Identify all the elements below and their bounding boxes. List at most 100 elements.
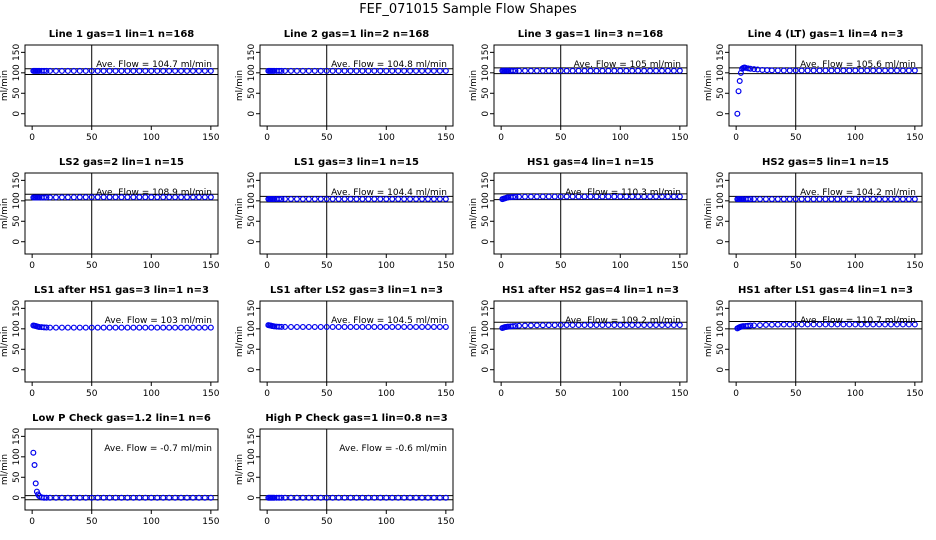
data-point: [430, 67, 437, 74]
chart-panel: LS2 gas=2 lin=1 n=15 ml/min 0 50 100 150 0 50 10…: [0, 157, 220, 271]
x-tick-label: 150: [437, 389, 454, 399]
data-point: [780, 67, 787, 74]
data-point: [82, 194, 89, 201]
data-point: [870, 67, 877, 74]
data-point: [629, 67, 636, 74]
data-point: [407, 67, 414, 74]
data-point: [82, 324, 89, 331]
data-point: [299, 494, 306, 501]
data-point: [751, 196, 758, 203]
data-point: [276, 494, 283, 501]
data-point: [341, 323, 348, 330]
data-point: [329, 196, 336, 203]
data-point: [756, 322, 763, 329]
data-point: [148, 194, 155, 201]
data-point: [876, 196, 883, 203]
y-tick-label: 100: [481, 64, 491, 81]
data-point: [551, 322, 558, 329]
y-tick-label: 50: [12, 215, 22, 227]
y-tick-label: 100: [247, 448, 257, 465]
data-point: [47, 324, 54, 331]
x-tick-label: 50: [86, 261, 98, 271]
data-point: [888, 67, 895, 74]
data-point: [436, 323, 443, 330]
data-point: [768, 321, 775, 328]
y-tick-label: 100: [716, 320, 726, 337]
average-flow-annotation: Ave. Flow = 104.7 ml/min: [96, 60, 212, 70]
data-point: [41, 67, 48, 74]
y-axis-label: ml/min: [235, 70, 245, 101]
data-point: [442, 323, 449, 330]
x-tick-label: 150: [671, 389, 688, 399]
data-point: [822, 196, 829, 203]
data-point: [840, 196, 847, 203]
data-point: [623, 322, 630, 329]
data-point: [148, 324, 155, 331]
data-point: [798, 67, 805, 74]
data-point: [112, 67, 119, 74]
data-point: [810, 321, 817, 328]
data-point: [413, 196, 420, 203]
data-point: [335, 67, 342, 74]
data-point: [276, 67, 283, 74]
data-point: [527, 322, 534, 329]
data-point: [810, 196, 817, 203]
y-tick-label: 0: [481, 367, 491, 373]
data-point: [43, 67, 50, 74]
y-tick-label: 0: [716, 239, 726, 245]
data-point: [911, 196, 918, 203]
data-point: [605, 193, 612, 200]
y-tick-label: 150: [247, 172, 257, 189]
data-point: [510, 67, 517, 74]
data-point: [118, 324, 125, 331]
data-point: [112, 494, 119, 501]
chart-panel: HS1 after LS1 gas=4 lin=1 n=3 ml/min 0 50 10…: [704, 285, 924, 399]
plot-frame: [728, 300, 923, 383]
data-point: [94, 194, 101, 201]
data-point: [510, 323, 517, 330]
chart-panel: HS2 gas=5 lin=1 n=15 ml/min 0 50 100 150 0 50 10…: [704, 157, 924, 271]
data-point: [670, 67, 677, 74]
data-point: [828, 67, 835, 74]
data-point: [864, 196, 871, 203]
x-tick-label: 100: [612, 133, 629, 143]
y-tick-label: 100: [481, 320, 491, 337]
data-point: [276, 323, 283, 330]
data-point: [142, 194, 149, 201]
chart-panel: Line 3 gas=1 lin=3 n=168 ml/min 0 50 100 150 0…: [469, 29, 689, 143]
average-flow-annotation: Ave. Flow = 109.2 ml/min: [565, 316, 681, 326]
data-point: [587, 67, 594, 74]
y-tick-label: 0: [247, 111, 257, 117]
data-point: [329, 323, 336, 330]
data-point: [882, 321, 889, 328]
data-point: [419, 494, 426, 501]
chart-title: Line 4 (LT) gas=1 lin=4 n=3: [748, 29, 904, 40]
data-point: [557, 67, 564, 74]
average-flow-annotation: Ave. Flow = -0.7 ml/min: [104, 444, 212, 454]
data-point: [172, 67, 179, 74]
data-point: [768, 67, 775, 74]
x-tick-label: 50: [321, 133, 333, 143]
y-tick-label: 150: [12, 428, 22, 445]
data-point: [512, 67, 519, 74]
data-point: [563, 322, 570, 329]
x-tick-label: 50: [790, 389, 802, 399]
plot-frame: [259, 172, 454, 255]
plot-frame: [259, 44, 454, 127]
data-point: [76, 494, 83, 501]
x-tick-label: 100: [847, 261, 864, 271]
chart-title: Line 3 gas=1 lin=3 n=168: [518, 29, 664, 40]
data-point: [893, 321, 900, 328]
y-tick-label: 100: [716, 192, 726, 209]
chart-panel: LS1 after LS2 gas=3 lin=1 n=3 ml/min 0 50 10…: [235, 285, 455, 399]
data-point: [593, 322, 600, 329]
data-point: [852, 196, 859, 203]
data-point: [834, 196, 841, 203]
data-point: [882, 196, 889, 203]
y-tick-label: 50: [247, 343, 257, 355]
y-tick-label: 0: [716, 111, 726, 117]
data-point: [124, 494, 131, 501]
y-tick-label: 100: [481, 192, 491, 209]
data-point: [335, 494, 342, 501]
data-point: [569, 67, 576, 74]
